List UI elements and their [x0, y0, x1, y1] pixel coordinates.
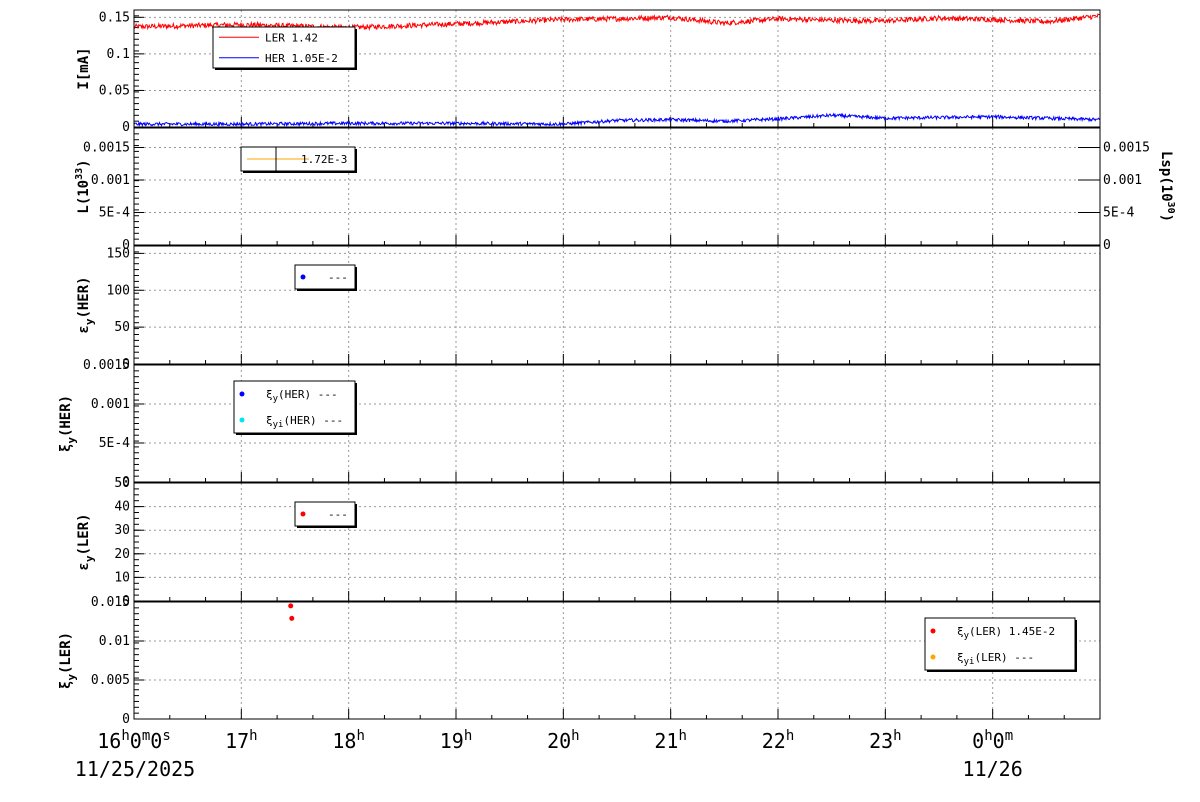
- legend-entry: ξyi(HER) ---: [266, 414, 343, 430]
- y-axis-label: ξy(LER): [58, 632, 78, 689]
- ytick-label: 50: [114, 320, 130, 335]
- x-axis-time-label: 22h: [762, 728, 795, 753]
- ytick-label: 20: [114, 547, 130, 562]
- ytick-label-right: 0.0015: [1103, 141, 1150, 156]
- legend: LER 1.42 HER 1.05E-2: [212, 26, 357, 70]
- legend-box: [924, 617, 1076, 671]
- y-axis-label: I[mA]: [76, 47, 92, 89]
- ytick-label: 0.001: [91, 173, 130, 188]
- ytick-label: 100: [107, 283, 130, 298]
- y-axis-label: εy(HER): [76, 276, 96, 333]
- legend-swatch: [239, 417, 245, 423]
- legend-swatch: [930, 628, 936, 634]
- legend: ξy(LER) 1.45E-2 ξyi(LER) ---: [924, 617, 1077, 672]
- x-axis-date-right: 11/26: [963, 757, 1023, 781]
- ytick-label: 5E-4: [99, 436, 130, 451]
- plot-frame: [133, 364, 1101, 483]
- legend-entry: ---: [328, 508, 348, 521]
- x-axis-time-label: 17h: [225, 728, 258, 753]
- ytick-label: 0.015: [91, 595, 130, 610]
- ytick-label: 0.001: [91, 397, 130, 412]
- ytick-label: 10: [114, 570, 130, 585]
- ytick-label: 0.0015: [83, 141, 130, 156]
- x-axis-time-label: 0h0m: [972, 728, 1013, 753]
- legend-entry: ξy(LER) 1.45E-2: [957, 625, 1055, 641]
- ytick-label: 0: [122, 238, 130, 253]
- legend-swatch: [930, 654, 936, 660]
- ytick-label: 150: [107, 246, 130, 261]
- ytick-label: 0: [122, 357, 130, 372]
- x-axis-time-label: 19h: [440, 728, 473, 753]
- ytick-label: 0.005: [91, 673, 130, 688]
- panel-xi_ler: 0 0.005 0.01 0.015 ξy(LER) ξy(LER) 1.45E-2 ξyi…: [58, 595, 1101, 727]
- legend-box: [212, 26, 356, 69]
- ytick-label: 30: [114, 523, 130, 538]
- ytick-label-right: 0.001: [1103, 173, 1142, 188]
- legend-entry: ξyi(LER) ---: [957, 651, 1034, 667]
- ytick-label: 0.05: [99, 83, 130, 98]
- y-axis-label-right: Lsp(1030): [1158, 151, 1176, 222]
- y-axis-label: ξy(HER): [58, 395, 78, 452]
- ytick-label: 0: [122, 594, 130, 609]
- ytick-label: 0.0015: [83, 358, 130, 373]
- legend: ---: [294, 264, 357, 291]
- legend: ξy(HER) --- ξyi(HER) ---: [233, 380, 357, 435]
- ytick-label: 0.1: [107, 47, 130, 62]
- y-axis-label: εy(LER): [76, 513, 96, 570]
- x-axis-date-left: 11/25/2025: [75, 757, 195, 781]
- ytick-label: 0: [122, 712, 130, 727]
- ytick-label: 50: [114, 476, 130, 491]
- ytick-label-right: 5E-4: [1103, 206, 1134, 221]
- legend-entry: HER 1.05E-2: [265, 52, 338, 65]
- panel-emit_her: 0 50 100 150 εy(HER) ---: [76, 245, 1101, 372]
- ytick-label: 5E-4: [99, 206, 130, 221]
- data-point: [289, 615, 295, 621]
- y-axis-label: L(1033): [74, 159, 92, 213]
- ytick-label: 0: [122, 120, 130, 135]
- plot-frame: [133, 9, 1101, 128]
- ytick-label: 0: [122, 475, 130, 490]
- series-ler-line: [133, 13, 1101, 32]
- plot-frame: [133, 127, 1101, 246]
- ytick-label: 0.15: [99, 10, 130, 25]
- ytick-label: 40: [114, 500, 130, 515]
- x-axis-time-label: 20h: [547, 728, 580, 753]
- x-axis-time-label: 18h: [332, 728, 365, 753]
- legend-box: [233, 380, 356, 434]
- legend-entry: ξy(HER) ---: [266, 388, 338, 404]
- x-axis-time-label: 16h0m0s: [97, 728, 171, 753]
- series-her-line: [133, 112, 1101, 128]
- panel-luminosity: 0 0 5E-4 5E-4 0.001 0.001 0.0015 0.0015 L(1033) L…: [74, 127, 1176, 253]
- legend-swatch: [300, 511, 306, 517]
- legend: 1.72E-3: [240, 146, 357, 173]
- legend-entry: 1.72E-3: [301, 153, 347, 166]
- legend-entry: LER 1.42: [265, 31, 318, 44]
- legend-entry: ---: [328, 271, 348, 284]
- panel-emit_ler: 0 10 20 30 40 50 εy(LER) ---: [76, 476, 1101, 609]
- panel-xi_her: 0 5E-4 0.001 0.0015 ξy(HER) ξy(HER) --- ξyi(HE…: [58, 358, 1101, 490]
- legend-swatch: [300, 274, 306, 280]
- plot-frame: [133, 601, 1101, 720]
- plot-frame: [133, 482, 1101, 602]
- x-axis-time-label: 23h: [869, 728, 902, 753]
- legend-swatch: [239, 391, 245, 397]
- data-point: [288, 603, 294, 609]
- x-axis-time-label: 21h: [654, 728, 687, 753]
- plot-frame: [133, 245, 1101, 365]
- panel-current: 0 0.05 0.1 0.15 I[mA] LER 1.42 HER 1.05E-2: [76, 9, 1101, 135]
- ytick-label-right: 0: [1103, 238, 1111, 253]
- ytick-label: 0.01: [99, 634, 130, 649]
- legend: ---: [294, 501, 357, 528]
